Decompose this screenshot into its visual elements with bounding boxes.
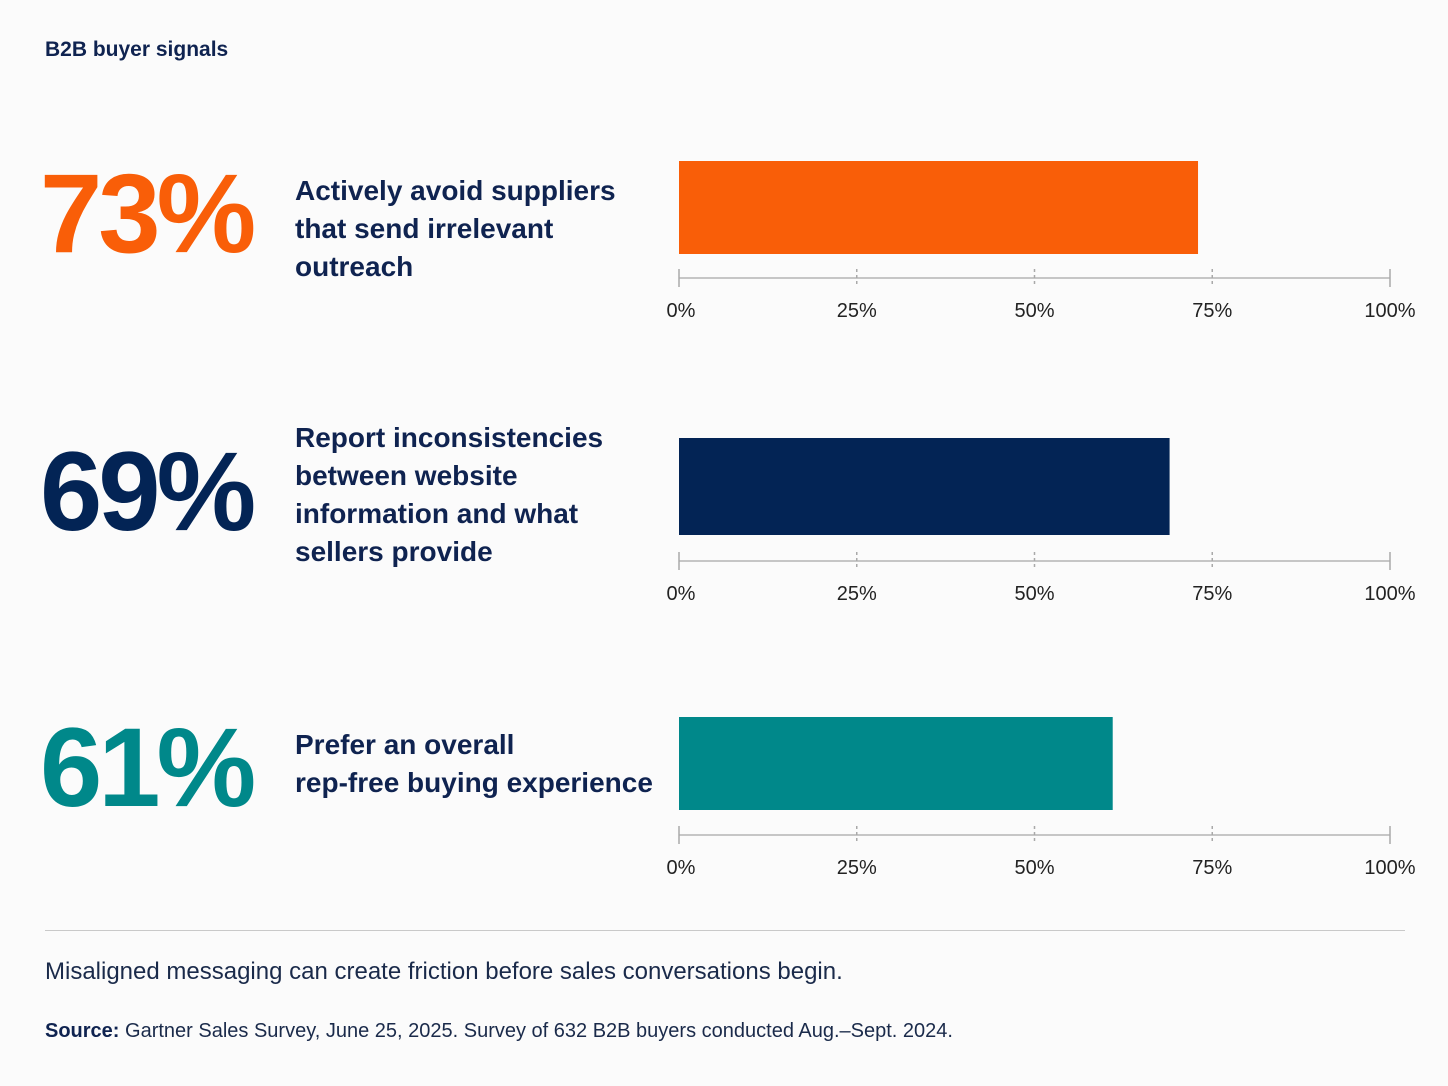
tick-label-1-3: 75%: [1192, 300, 1232, 322]
bar-2: [679, 438, 1170, 535]
tick-label-3-1: 25%: [837, 857, 877, 879]
stat-value-1: 73%: [40, 151, 256, 276]
stat-label-1-line-1: Actively avoid suppliers: [295, 175, 616, 206]
stat-value-3: 61%: [40, 705, 256, 830]
bar-charts: 0% 25% 50% 75% 100% 0% 25% 50% 75% 100% 0% 25% 50% 75…: [667, 161, 1416, 879]
stat-label-2-line-4: sellers provide: [295, 536, 493, 567]
tick-label-2-0: 0%: [667, 583, 696, 605]
stat-label-3-line-1: Prefer an overall: [295, 729, 515, 760]
stat-label-3-line-2: rep-free buying experience: [295, 767, 653, 798]
stat-value-2: 69%: [40, 429, 256, 554]
source-line: Source: Gartner Sales Survey, June 25, 2…: [45, 1020, 953, 1043]
footer-divider: [45, 930, 1405, 931]
source-text: Gartner Sales Survey, June 25, 2025. Sur…: [119, 1020, 953, 1042]
stat-label-1-line-2: that send irrelevant outreach: [295, 213, 554, 282]
stat-label-2-line-1: Report inconsistencies: [295, 422, 604, 453]
tick-label-3-0: 0%: [667, 857, 696, 879]
tick-label-2-2: 50%: [1014, 583, 1054, 605]
tick-label-1-4: 100%: [1364, 300, 1415, 322]
stat-label-2-line-2: between website: [295, 460, 518, 491]
tick-label-2-1: 25%: [837, 583, 877, 605]
chart-heading: B2B buyer signals: [45, 38, 229, 61]
source-label: Source:: [45, 1020, 120, 1042]
stat-label-2: Report inconsistencies between website i…: [295, 419, 665, 571]
footer-note: Misaligned messaging can create friction…: [45, 958, 843, 985]
stat-label-1: Actively avoid suppliers that send irrel…: [295, 172, 665, 286]
tick-label-3-4: 100%: [1364, 857, 1415, 879]
bar-1: [679, 161, 1199, 254]
tick-label-3-3: 75%: [1192, 857, 1232, 879]
stat-label-2-line-3: information and what: [295, 498, 579, 529]
bar-3: [679, 717, 1113, 810]
tick-label-1-2: 50%: [1014, 300, 1054, 322]
stat-label-3: Prefer an overall rep-free buying experi…: [295, 726, 665, 802]
tick-label-2-3: 75%: [1192, 583, 1232, 605]
tick-label-2-4: 100%: [1364, 583, 1415, 605]
tick-label-1-1: 25%: [837, 300, 877, 322]
tick-label-3-2: 50%: [1014, 857, 1054, 879]
tick-label-1-0: 0%: [667, 300, 696, 322]
